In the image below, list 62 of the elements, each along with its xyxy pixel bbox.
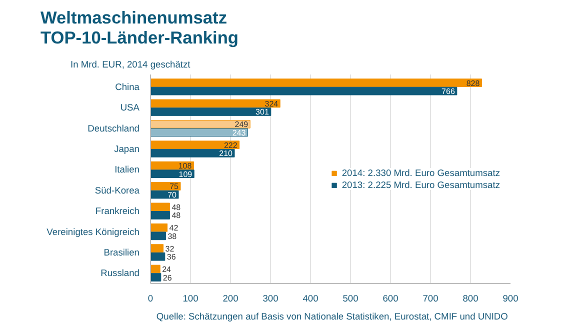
x-tick-label: 400: [302, 294, 318, 304]
bar: [150, 273, 162, 282]
y-tick-label: Italien: [114, 164, 140, 175]
legend-label: 2013: 2.225 Mrd. Euro Gesamtumsatz: [342, 180, 500, 190]
y-tick-label: Deutschland: [88, 123, 140, 134]
bar: [150, 99, 280, 108]
y-tick-label: Frankreich: [95, 206, 140, 216]
data-label: 26: [162, 273, 172, 282]
bar: [150, 223, 168, 232]
data-label: 75: [170, 182, 180, 192]
bar: [150, 148, 235, 158]
bar: [150, 78, 482, 87]
x-tick-label: 900: [502, 294, 518, 304]
bar: [150, 211, 170, 220]
bar: [150, 244, 164, 253]
bar: [150, 252, 166, 261]
data-label: 222: [224, 140, 238, 150]
data-label: 48: [172, 202, 182, 212]
chart-title: Weltmaschinenumsatz TOP-10-Länder-Ranking: [40, 8, 239, 48]
bar: [150, 264, 160, 274]
bar: [150, 86, 458, 96]
y-tick-label: USA: [120, 102, 140, 113]
data-label: 828: [466, 78, 480, 88]
x-tick-label: 800: [462, 294, 478, 304]
data-label: 301: [256, 108, 270, 117]
x-tick-label: 300: [262, 294, 278, 304]
bar: [150, 182, 181, 190]
data-label: 70: [168, 190, 178, 200]
y-tick-label: Japan: [114, 144, 140, 154]
x-tick-label: 600: [382, 294, 398, 304]
data-label: 48: [172, 211, 182, 220]
data-label: 249: [234, 120, 249, 130]
data-label: 243: [232, 128, 246, 138]
bar: [150, 120, 250, 128]
bar: [150, 128, 248, 137]
y-tick-label: Russland: [100, 268, 140, 278]
data-label: 36: [166, 252, 176, 262]
y-tick-label: China: [115, 82, 140, 92]
data-label: 108: [178, 162, 192, 171]
x-tick-label: 200: [222, 294, 238, 304]
y-tick-label: Brasilien: [104, 247, 140, 258]
legend-label: 2014: 2.330 Mrd. Euro Gesamtumsatz: [342, 168, 500, 178]
chart-subtitle: In Mrd. EUR, 2014 geschätzt: [70, 60, 191, 70]
data-label: 109: [178, 170, 193, 179]
x-tick-label: 0: [148, 294, 154, 304]
data-label: 38: [168, 232, 178, 241]
y-tick-label: Süd-Korea: [94, 185, 140, 196]
data-label: 24: [162, 265, 172, 274]
data-label: 32: [165, 244, 175, 254]
data-label: 210: [219, 149, 234, 158]
y-tick-label: Vereinigtes Königreich: [46, 226, 140, 237]
x-tick-label: 100: [182, 294, 198, 304]
bar: [150, 202, 170, 212]
bar: [150, 140, 240, 150]
bar: [150, 108, 272, 116]
x-tick-label: 500: [342, 294, 358, 304]
source-note: Quelle: Schätzungen auf Basis von Nationale Statistiken, Eurostat, CMIF und UNIDO: [156, 312, 508, 322]
bar: [150, 232, 166, 240]
data-label: 766: [442, 87, 456, 96]
data-label: 324: [264, 99, 279, 108]
data-label: 42: [169, 224, 179, 233]
x-tick-label: 700: [422, 294, 438, 304]
